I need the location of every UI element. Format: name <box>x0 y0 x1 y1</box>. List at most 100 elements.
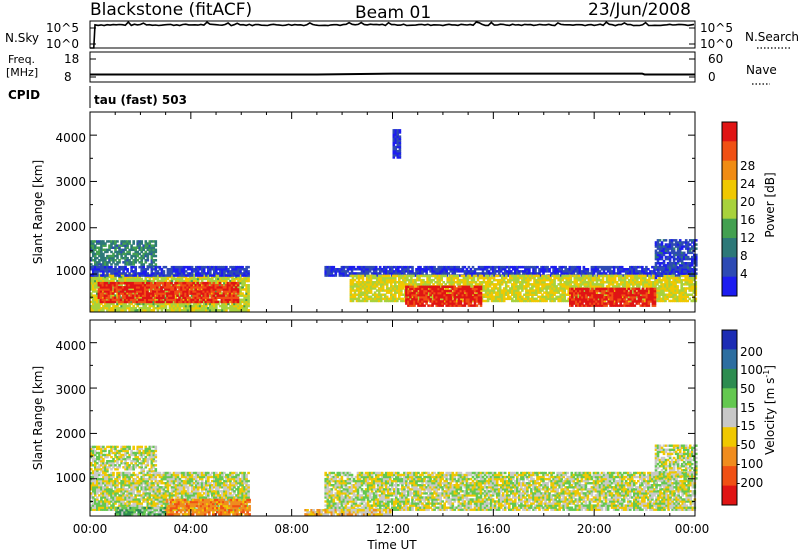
heatmap-cell <box>128 288 131 291</box>
heatmap-cell <box>498 285 502 288</box>
heatmap-cell <box>401 272 404 275</box>
heatmap-cell <box>160 298 163 302</box>
heatmap-cell <box>548 270 551 273</box>
heatmap-cell <box>144 244 148 247</box>
heatmap-cell <box>500 281 504 284</box>
heatmap-cell <box>486 276 490 280</box>
heatmap-cell <box>102 240 105 243</box>
heatmap-cell <box>92 248 95 252</box>
heatmap-cell <box>113 298 117 302</box>
heatmap-cell <box>239 290 242 293</box>
heatmap-cell <box>135 294 139 297</box>
heatmap-cell <box>551 274 554 278</box>
heatmap-cell <box>474 281 478 284</box>
heatmap-cell <box>200 294 204 297</box>
heatmap-cell <box>440 297 443 301</box>
heatmap-cell <box>488 278 492 282</box>
heatmap-cell <box>230 300 234 304</box>
heatmap-cell <box>166 296 169 299</box>
heatmap-cell <box>198 277 202 281</box>
heatmap-cell <box>213 279 216 283</box>
heatmap-cell <box>559 276 562 280</box>
heatmap-cell <box>460 274 464 278</box>
heatmap-cell <box>216 296 220 299</box>
heatmap-cell <box>217 265 220 269</box>
heatmap-cell <box>541 287 544 290</box>
heatmap-cell <box>117 281 121 285</box>
heatmap-cell <box>114 248 117 252</box>
heatmap-cell <box>154 265 158 269</box>
heatmap-cell <box>230 290 234 293</box>
heatmap-cell <box>232 281 236 285</box>
heatmap-cell <box>135 284 139 287</box>
heatmap-cell <box>612 265 616 269</box>
heatmap-cell <box>98 286 101 289</box>
heatmap-cell <box>444 283 447 286</box>
heatmap-cell <box>120 284 123 287</box>
heatmap-cell <box>598 265 602 269</box>
heatmap-cell <box>472 281 476 284</box>
heatmap-cell <box>198 274 202 277</box>
heatmap-cell <box>529 274 532 278</box>
heatmap-cell <box>182 292 185 295</box>
heatmap-cell <box>479 268 483 271</box>
heatmap-cell <box>560 265 563 269</box>
heatmap-cell <box>234 288 238 291</box>
heatmap-cell <box>106 275 109 279</box>
heatmap-cell <box>247 290 250 293</box>
heatmap-cell <box>390 285 393 288</box>
heatmap-cell <box>241 306 244 310</box>
heatmap-cell <box>416 278 419 282</box>
heatmap-cell <box>515 291 518 294</box>
heatmap-cell <box>553 297 556 301</box>
heatmap-cell <box>207 275 210 279</box>
heatmap-cell <box>118 252 121 256</box>
heatmap-cell <box>105 284 109 287</box>
heatmap-cell <box>235 309 238 312</box>
heatmap-cell <box>227 270 230 273</box>
heatmap-cell <box>585 276 589 280</box>
heatmap-cell <box>513 283 516 286</box>
heatmap-cell <box>113 300 117 304</box>
heatmap-cell <box>129 290 133 293</box>
heatmap-cell <box>96 265 99 269</box>
heatmap-cell <box>239 272 242 275</box>
heatmap-cell <box>632 278 635 282</box>
heatmap-cell <box>479 265 483 269</box>
heatmap-cell <box>190 272 194 275</box>
heatmap-cell <box>585 274 589 278</box>
heatmap-cell <box>152 300 156 304</box>
heatmap-cell <box>219 275 222 279</box>
heatmap-cell <box>591 278 595 282</box>
heatmap-cell <box>218 286 222 289</box>
heatmap-cell <box>245 306 248 310</box>
heatmap-cell <box>498 289 502 292</box>
heatmap-cell <box>142 244 145 247</box>
heatmap-cell <box>629 270 632 273</box>
heatmap-cell <box>139 294 143 297</box>
heatmap-cell <box>94 281 97 285</box>
heatmap-cell <box>476 278 480 282</box>
heatmap-cell <box>130 279 133 283</box>
heatmap-cell <box>192 294 195 297</box>
heatmap-cell <box>94 244 97 247</box>
heatmap-cell <box>611 274 615 278</box>
heatmap-cell <box>515 293 518 296</box>
heatmap-cell <box>591 281 595 284</box>
heatmap-cell <box>186 309 190 312</box>
heatmap-cell <box>168 275 172 279</box>
heatmap-cell <box>219 274 222 277</box>
heatmap-cell <box>669 270 672 273</box>
heatmap-cell <box>666 274 669 278</box>
heatmap-cell <box>662 278 665 282</box>
heatmap-cell <box>160 274 164 277</box>
heatmap-cell <box>656 287 659 290</box>
heatmap-cell <box>541 289 544 292</box>
heatmap-cell <box>104 306 107 310</box>
heatmap-cell <box>132 248 135 252</box>
heatmap-cell <box>90 306 93 310</box>
heatmap-cell <box>213 306 216 310</box>
heatmap-cell <box>239 281 242 285</box>
heatmap-cell <box>140 265 143 269</box>
heatmap-cell <box>543 299 546 303</box>
